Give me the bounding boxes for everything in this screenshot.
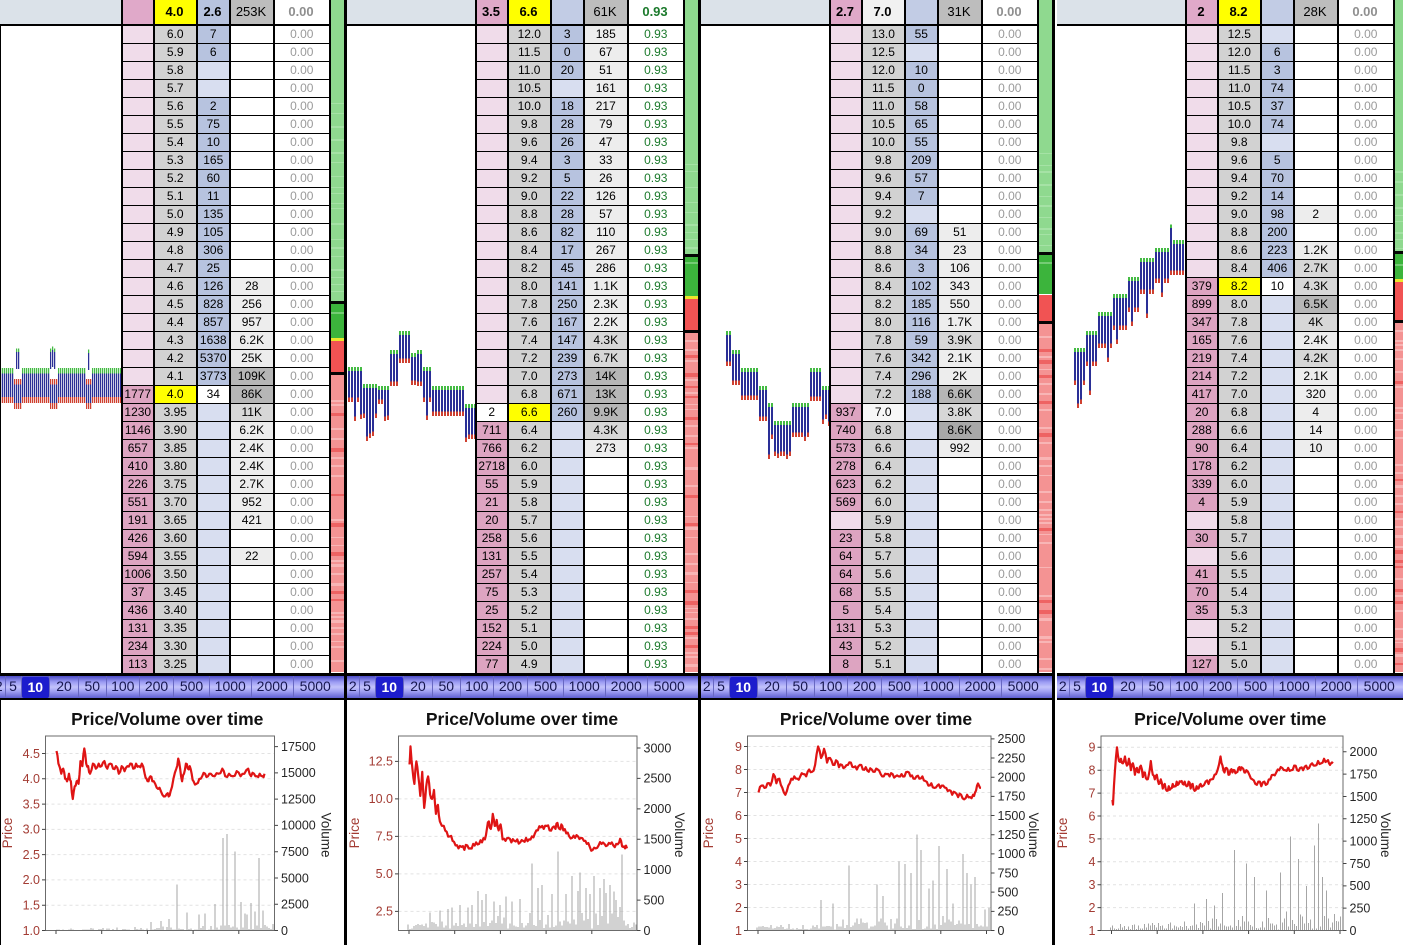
svg-text:Volume: Volume: [1378, 812, 1393, 857]
svg-text:8: 8: [1088, 764, 1095, 778]
svg-text:5.0: 5.0: [375, 867, 392, 881]
svg-text:2: 2: [1088, 901, 1095, 915]
svg-text:2500: 2500: [643, 772, 671, 786]
svg-text:2.0: 2.0: [23, 873, 40, 887]
svg-text:9: 9: [735, 740, 742, 754]
svg-text:1.5: 1.5: [23, 899, 40, 913]
svg-text:7.5: 7.5: [375, 830, 392, 844]
svg-text:0: 0: [1349, 924, 1356, 938]
svg-text:7: 7: [735, 786, 742, 800]
svg-text:250: 250: [1349, 901, 1370, 915]
svg-text:6: 6: [1088, 809, 1095, 823]
svg-text:Price: Price: [0, 818, 15, 849]
svg-text:1500: 1500: [1349, 790, 1377, 804]
svg-text:1250: 1250: [1349, 812, 1377, 826]
svg-text:4.5: 4.5: [23, 747, 40, 761]
svg-text:Price: Price: [701, 818, 716, 849]
svg-text:0: 0: [281, 924, 288, 938]
svg-text:5: 5: [1088, 832, 1095, 846]
svg-text:2000: 2000: [1349, 745, 1377, 759]
svg-text:2500: 2500: [997, 732, 1025, 746]
svg-text:3000: 3000: [643, 741, 671, 755]
svg-text:7500: 7500: [281, 845, 309, 859]
svg-text:3: 3: [1088, 878, 1095, 892]
svg-text:0: 0: [997, 924, 1004, 938]
svg-text:750: 750: [997, 866, 1018, 880]
svg-text:15000: 15000: [281, 766, 316, 780]
svg-text:1000: 1000: [997, 847, 1025, 861]
svg-text:500: 500: [643, 893, 664, 907]
svg-text:0: 0: [643, 924, 650, 938]
svg-text:1: 1: [735, 924, 742, 938]
svg-text:12500: 12500: [281, 792, 316, 806]
svg-text:500: 500: [997, 885, 1018, 899]
svg-text:1000: 1000: [643, 863, 671, 877]
svg-text:10.0: 10.0: [368, 792, 392, 806]
svg-text:2250: 2250: [997, 751, 1025, 765]
svg-text:3.0: 3.0: [23, 823, 40, 837]
svg-text:Volume: Volume: [319, 812, 334, 857]
svg-text:2.5: 2.5: [23, 848, 40, 862]
svg-text:4: 4: [735, 855, 742, 869]
svg-text:1: 1: [1088, 924, 1095, 938]
svg-text:9: 9: [1088, 741, 1095, 755]
svg-text:500: 500: [1349, 879, 1370, 893]
svg-text:2.5: 2.5: [375, 905, 392, 919]
svg-text:1500: 1500: [643, 833, 671, 847]
svg-text:3.5: 3.5: [23, 797, 40, 811]
svg-text:5: 5: [735, 832, 742, 846]
svg-text:3: 3: [735, 878, 742, 892]
svg-text:12.5: 12.5: [368, 755, 392, 769]
svg-text:1750: 1750: [1349, 767, 1377, 781]
svg-text:Volume: Volume: [672, 812, 687, 857]
svg-text:2500: 2500: [281, 898, 309, 912]
svg-text:1000: 1000: [1349, 834, 1377, 848]
svg-text:1500: 1500: [997, 809, 1025, 823]
svg-text:8: 8: [735, 763, 742, 777]
svg-text:750: 750: [1349, 857, 1370, 871]
svg-text:2000: 2000: [643, 802, 671, 816]
svg-text:Volume: Volume: [1026, 812, 1041, 857]
svg-text:1750: 1750: [997, 790, 1025, 804]
svg-text:Price: Price: [1055, 818, 1070, 849]
svg-text:5000: 5000: [281, 871, 309, 885]
svg-text:2000: 2000: [997, 771, 1025, 785]
svg-text:Price: Price: [347, 818, 362, 849]
svg-text:2: 2: [735, 901, 742, 915]
svg-text:4.0: 4.0: [23, 772, 40, 786]
svg-text:7: 7: [1088, 786, 1095, 800]
svg-text:1250: 1250: [997, 828, 1025, 842]
svg-text:10000: 10000: [281, 819, 316, 833]
svg-text:250: 250: [997, 905, 1018, 919]
svg-text:17500: 17500: [281, 740, 316, 754]
svg-text:4: 4: [1088, 855, 1095, 869]
svg-text:6: 6: [735, 809, 742, 823]
svg-text:1.0: 1.0: [23, 924, 40, 938]
